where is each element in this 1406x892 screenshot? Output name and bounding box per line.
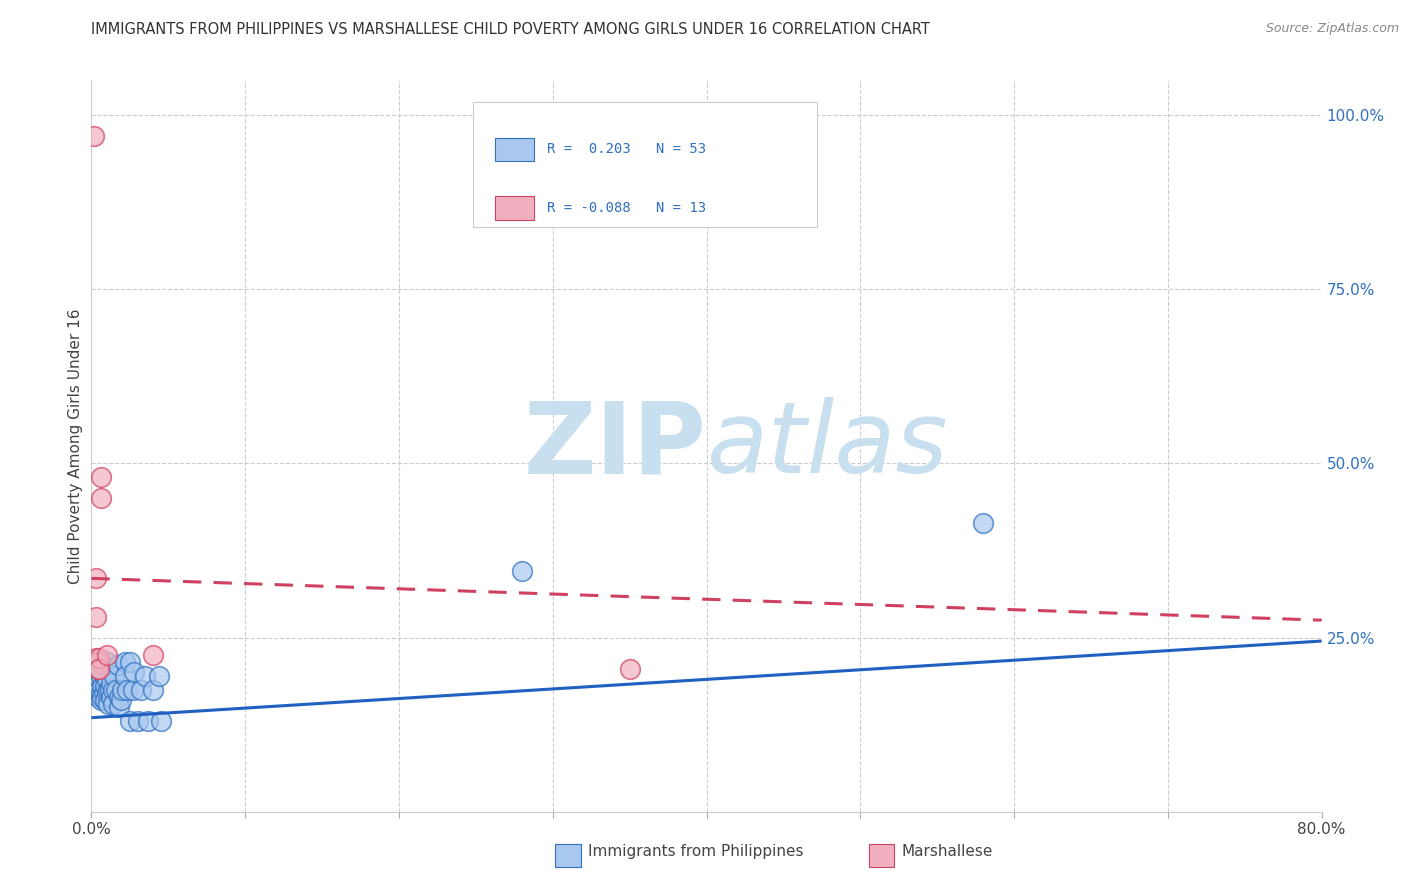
Point: [136, 714, 159, 728]
Point: [87, 655, 110, 669]
Point: [103, 669, 125, 683]
Point: [96, 673, 118, 687]
Point: [118, 714, 141, 728]
Point: [91, 679, 114, 693]
Point: [122, 682, 145, 697]
Point: [619, 662, 641, 676]
Point: [91, 690, 114, 704]
Point: [148, 669, 170, 683]
Point: [97, 697, 120, 711]
Point: [90, 470, 112, 484]
Point: [101, 697, 124, 711]
Point: [93, 669, 115, 683]
Point: [108, 700, 131, 714]
Point: [105, 682, 127, 697]
Point: [510, 565, 533, 579]
Point: [84, 651, 107, 665]
Point: [91, 658, 114, 673]
Point: [87, 662, 110, 676]
Text: Source: ZipAtlas.com: Source: ZipAtlas.com: [1265, 22, 1399, 36]
Point: [86, 662, 108, 676]
Point: [142, 648, 165, 662]
Point: [90, 693, 112, 707]
Point: [94, 679, 117, 693]
Point: [118, 655, 141, 669]
Point: [87, 673, 110, 687]
Point: [96, 655, 118, 669]
Point: [142, 682, 165, 697]
Point: [84, 609, 107, 624]
Text: Marshallese: Marshallese: [901, 845, 993, 859]
Point: [90, 669, 112, 683]
Point: [87, 651, 110, 665]
Point: [149, 714, 172, 728]
Point: [90, 686, 112, 700]
Text: R = -0.088   N = 13: R = -0.088 N = 13: [547, 201, 706, 215]
Point: [86, 655, 108, 669]
Point: [111, 682, 134, 697]
FancyBboxPatch shape: [495, 137, 534, 161]
Point: [84, 571, 107, 585]
Point: [100, 676, 122, 690]
Text: Immigrants from Philippines: Immigrants from Philippines: [588, 845, 803, 859]
Point: [114, 669, 136, 683]
Text: ZIP: ZIP: [523, 398, 706, 494]
Text: atlas: atlas: [706, 398, 948, 494]
Point: [110, 693, 132, 707]
Point: [84, 682, 107, 697]
Point: [84, 669, 107, 683]
Point: [97, 682, 120, 697]
Point: [115, 682, 138, 697]
Point: [87, 682, 110, 697]
Point: [93, 686, 115, 700]
Point: [86, 682, 108, 697]
Point: [972, 516, 994, 530]
Point: [94, 693, 117, 707]
Point: [114, 655, 136, 669]
Point: [108, 690, 131, 704]
Point: [96, 648, 118, 662]
Point: [86, 690, 108, 704]
Point: [100, 690, 122, 704]
Point: [101, 682, 124, 697]
Point: [83, 128, 105, 143]
Y-axis label: Child Poverty Among Girls Under 16: Child Poverty Among Girls Under 16: [67, 309, 83, 583]
Point: [98, 662, 121, 676]
Point: [83, 655, 105, 669]
Text: IMMIGRANTS FROM PHILIPPINES VS MARSHALLESE CHILD POVERTY AMONG GIRLS UNDER 16 CO: IMMIGRANTS FROM PHILIPPINES VS MARSHALLE…: [91, 22, 931, 37]
Point: [129, 682, 152, 697]
Point: [86, 665, 108, 680]
Point: [98, 682, 121, 697]
Point: [90, 491, 112, 506]
Point: [124, 665, 146, 680]
Point: [107, 658, 129, 673]
FancyBboxPatch shape: [472, 103, 817, 227]
Text: R =  0.203   N = 53: R = 0.203 N = 53: [547, 143, 706, 156]
Point: [127, 714, 149, 728]
Point: [134, 669, 156, 683]
Point: [96, 686, 118, 700]
FancyBboxPatch shape: [495, 196, 534, 219]
